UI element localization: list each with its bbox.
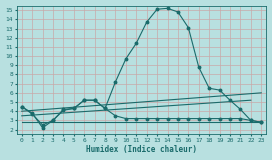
X-axis label: Humidex (Indice chaleur): Humidex (Indice chaleur) — [86, 145, 197, 154]
